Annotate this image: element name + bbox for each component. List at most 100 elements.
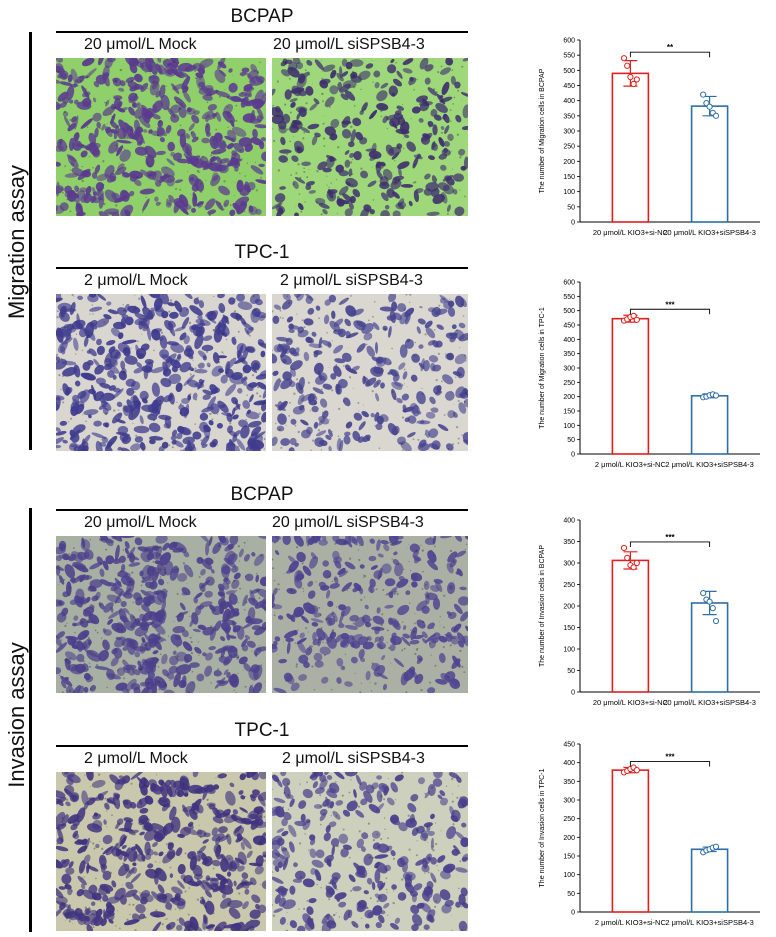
cell-blob	[82, 326, 91, 339]
pore-dot	[295, 663, 298, 666]
cell-blob	[303, 351, 310, 362]
cell-blob	[125, 678, 137, 692]
cell-blob	[440, 192, 448, 204]
cell-blob	[369, 538, 376, 544]
cell-blob	[392, 210, 401, 216]
cell-blob	[242, 901, 249, 910]
cell-blob	[78, 860, 86, 874]
cell-blob	[348, 141, 355, 148]
pore-dot	[152, 544, 154, 547]
cell-blob	[71, 684, 82, 693]
cell-blob	[255, 179, 266, 185]
pore-dot	[200, 327, 202, 329]
pore-dot	[198, 576, 201, 578]
cell-blob	[151, 545, 159, 551]
pore-dot	[155, 909, 158, 912]
cell-blob	[222, 808, 231, 816]
pore-dot	[458, 806, 461, 809]
pore-dot	[459, 189, 461, 191]
cell-blob	[119, 149, 131, 162]
cell-blob	[462, 104, 468, 119]
y-tick-label: 50	[567, 668, 575, 675]
pore-dot	[160, 590, 162, 593]
y-tick-label: 150	[563, 174, 575, 181]
pore-dot	[397, 145, 400, 148]
cell-blob	[430, 857, 437, 865]
pore-dot	[142, 211, 144, 213]
pore-dot	[229, 204, 232, 206]
pore-dot	[169, 908, 172, 911]
cell-blob	[313, 421, 319, 429]
pore-dot	[199, 183, 202, 185]
cell-blob	[176, 924, 183, 931]
cell-blob	[307, 123, 320, 130]
y-tick-label: 300	[563, 798, 575, 805]
pore-dot	[100, 538, 103, 541]
cell-blob	[71, 167, 85, 177]
cell-blob	[202, 626, 215, 636]
pore-dot	[342, 828, 345, 831]
pore-dot	[359, 75, 362, 77]
cell-blob	[252, 789, 260, 796]
cell-blob	[220, 636, 226, 642]
pore-dot	[57, 70, 60, 73]
cell-blob	[201, 443, 208, 448]
pore-dot	[218, 844, 221, 848]
cell-blob	[324, 96, 335, 108]
pore-dot	[56, 353, 59, 356]
pore-dot	[406, 395, 408, 397]
cell-blob	[318, 416, 330, 425]
pore-dot	[413, 88, 415, 91]
pore-dot	[295, 665, 298, 668]
cell-blob	[430, 407, 439, 413]
cell-blob	[409, 543, 421, 553]
cell-blob	[318, 539, 328, 546]
pore-dot	[394, 181, 397, 184]
cell-blob	[293, 606, 305, 618]
cell-blob	[323, 631, 330, 644]
cell-blob	[242, 99, 258, 105]
cell-blob	[70, 68, 78, 83]
pore-dot	[79, 816, 81, 818]
pore-dot	[393, 857, 395, 859]
cell-blob	[377, 893, 388, 903]
cell-blob	[302, 565, 312, 576]
cell-blob	[85, 596, 91, 603]
cell-blob	[386, 797, 395, 806]
pore-dot	[137, 890, 139, 892]
cell-blob	[309, 556, 319, 569]
cell-blob	[130, 873, 141, 884]
cell-blob	[353, 788, 357, 799]
pore-dot	[150, 295, 152, 297]
cell-blob	[307, 590, 316, 599]
pore-dot	[146, 785, 149, 787]
y-tick-label: 200	[563, 394, 575, 401]
cell-blob	[430, 109, 438, 117]
column-label-right: 2 μmol/L siSPSB4-3	[280, 272, 423, 289]
pore-dot	[208, 365, 210, 367]
pore-dot	[258, 597, 261, 599]
cell-blob	[92, 186, 97, 198]
pore-dot	[296, 296, 299, 299]
pore-dot	[386, 629, 389, 632]
cell-blob	[272, 202, 283, 210]
pore-dot	[142, 308, 144, 311]
pore-dot	[162, 61, 164, 63]
cell-blob	[222, 314, 230, 325]
pore-dot	[173, 621, 175, 622]
pore-dot	[200, 439, 203, 442]
cell-blob	[155, 830, 166, 841]
pore-dot	[359, 544, 361, 547]
cell-blob	[72, 140, 83, 151]
pore-dot	[119, 574, 121, 576]
pore-dot	[76, 907, 79, 910]
cell-blob	[179, 361, 192, 373]
pore-dot	[191, 366, 193, 368]
pore-dot	[313, 397, 315, 399]
pore-dot	[403, 383, 405, 385]
pore-dot	[450, 550, 453, 552]
cell-blob	[441, 81, 450, 96]
pore-dot	[321, 70, 323, 72]
cell-blob	[434, 308, 448, 316]
pore-dot	[392, 857, 395, 860]
